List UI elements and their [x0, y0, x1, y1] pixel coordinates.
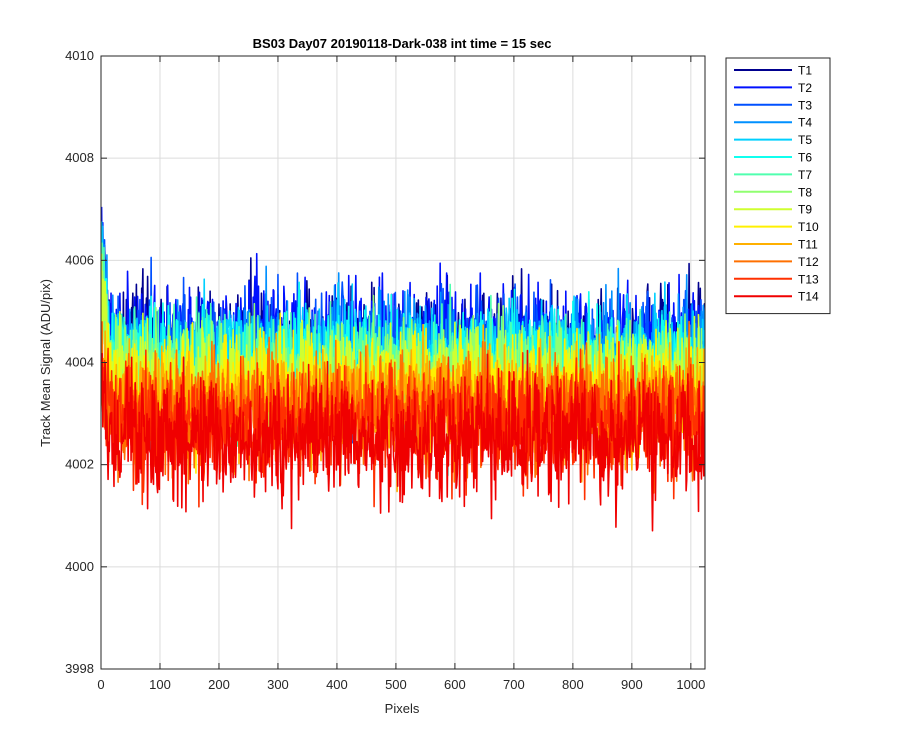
legend-label-t10: T10	[798, 220, 819, 234]
x-tick-label: 100	[149, 677, 171, 692]
y-tick-label: 4004	[65, 355, 94, 370]
x-tick-label: 0	[97, 677, 104, 692]
x-tick-label: 400	[326, 677, 348, 692]
x-tick-label: 200	[208, 677, 230, 692]
series-line-t14	[101, 349, 705, 532]
legend-label-t4: T4	[798, 116, 812, 130]
legend-label-t13: T13	[798, 272, 819, 286]
legend-label-t9: T9	[798, 203, 812, 217]
x-tick-label: 900	[621, 677, 643, 692]
y-tick-label: 4008	[65, 150, 94, 165]
legend-label-t14: T14	[798, 290, 819, 304]
chart-title: BS03 Day07 20190118-Dark-038 int time = …	[253, 36, 552, 51]
y-tick-label: 4002	[65, 457, 94, 472]
y-axis-label: Track Mean Signal (ADU/pix)	[38, 279, 53, 447]
plot-area: 0 100 200 300 400 500 600 700 800 900 1000 3998 4000…	[65, 48, 706, 692]
legend: T1 T2 T3 T4 T5 T6 T7 T8 T9 T10 T11 T12 T13 T14	[725, 57, 831, 315]
x-tick-label: 500	[385, 677, 407, 692]
y-tick-label: 4010	[65, 48, 94, 63]
legend-label-t12: T12	[798, 255, 819, 269]
legend-label-t8: T8	[798, 185, 812, 199]
legend-label-t6: T6	[798, 151, 812, 165]
x-tick-label: 700	[503, 677, 525, 692]
y-tick-label: 4000	[65, 559, 94, 574]
y-tick-label: 3998	[65, 661, 94, 676]
legend-label-t5: T5	[798, 133, 812, 147]
y-tick-label: 4006	[65, 252, 94, 267]
x-tick-label: 300	[267, 677, 289, 692]
series-group	[101, 206, 705, 532]
legend-label-t1: T1	[798, 64, 812, 78]
x-axis-label: Pixels	[385, 701, 420, 716]
legend-box	[725, 57, 831, 315]
legend-label-t11: T11	[798, 238, 818, 252]
legend-label-t3: T3	[798, 98, 812, 112]
x-tick-label: 1000	[676, 677, 705, 692]
legend-label-t7: T7	[798, 168, 812, 182]
x-tick-label: 600	[444, 677, 466, 692]
x-tick-label: 800	[562, 677, 584, 692]
legend-label-t2: T2	[798, 81, 812, 95]
